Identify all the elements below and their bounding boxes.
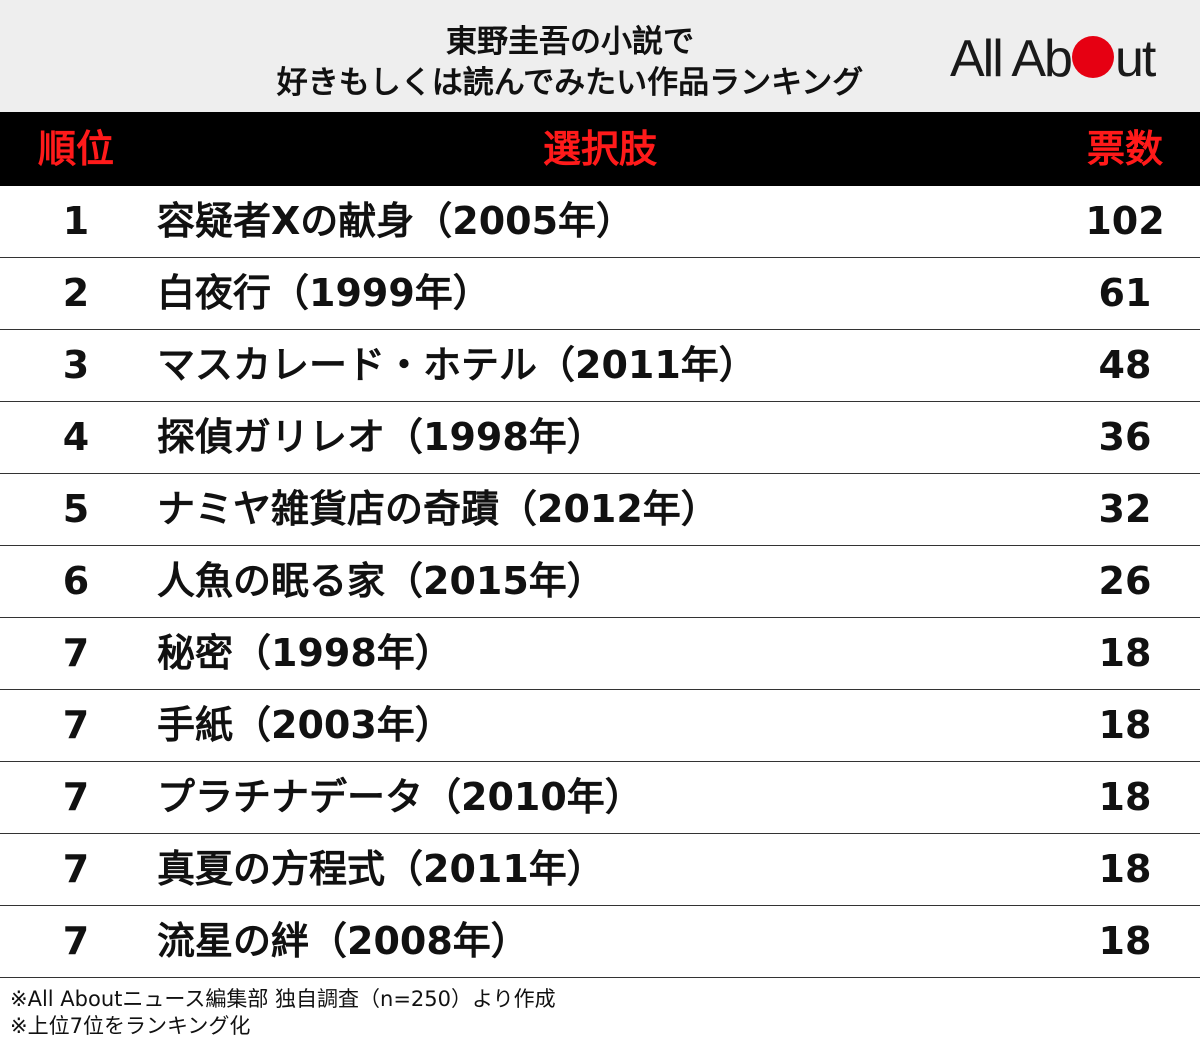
table-row: 7 秘密（1998年） 18 (0, 618, 1200, 690)
row-vote-count: 48 (1098, 343, 1152, 387)
row-vote-count: 18 (1098, 919, 1152, 963)
row-rank: 7 (62, 631, 90, 675)
row-choice-label: ナミヤ雑貨店の奇蹟（2012年） (157, 487, 719, 531)
row-rank: 7 (62, 703, 90, 747)
table-row: 3 マスカレード・ホテル（2011年） 48 (0, 330, 1200, 402)
row-choice-label: マスカレード・ホテル（2011年） (157, 343, 757, 387)
row-choice-label: 人魚の眠る家（2015年） (157, 559, 605, 603)
row-vote-count: 36 (1098, 415, 1152, 459)
row-rank: 5 (62, 487, 90, 531)
row-rank: 2 (62, 271, 90, 315)
table-row: 7 手紙（2003年） 18 (0, 690, 1200, 762)
column-header-row: 順位 選択肢 票数 (0, 112, 1200, 186)
header: 東野圭吾の小説で 好きもしくは読んでみたい作品ランキング All Ab ut (0, 0, 1200, 112)
row-vote-count: 61 (1098, 271, 1152, 315)
row-rank: 7 (62, 847, 90, 891)
row-vote-count: 18 (1098, 703, 1152, 747)
footnote-ranking: ※上位7位をランキング化 (10, 1014, 251, 1038)
row-vote-count: 102 (1085, 199, 1165, 243)
row-choice-label: 流星の絆（2008年） (157, 919, 529, 963)
title-line-1: 東野圭吾の小説で (446, 24, 694, 60)
title-line-2: 好きもしくは読んでみたい作品ランキング (276, 65, 864, 101)
row-choice-label: 探偵ガリレオ（1998年） (157, 415, 605, 459)
table-row: 2 白夜行（1999年） 61 (0, 258, 1200, 330)
row-choice-label: 真夏の方程式（2011年） (157, 847, 605, 891)
row-rank: 4 (62, 415, 90, 459)
row-choice-label: 容疑者Xの献身（2005年） (157, 199, 635, 243)
table-row: 7 プラチナデータ（2010年） 18 (0, 762, 1200, 834)
table-row: 4 探偵ガリレオ（1998年） 36 (0, 402, 1200, 474)
ranking-table-body: 1 容疑者Xの献身（2005年） 102 2 白夜行（1999年） 61 3 マスカレード・ホ… (0, 186, 1200, 978)
chart-title: 東野圭吾の小説で 好きもしくは読んでみたい作品ランキング (180, 22, 960, 104)
row-vote-count: 32 (1098, 487, 1152, 531)
column-header-choice: 選択肢 (542, 127, 657, 171)
column-header-votes: 票数 (1086, 127, 1163, 171)
footnotes: ※All Aboutニュース編集部 独自調査（n=250）より作成 ※上位7位を… (10, 986, 556, 1040)
table-row: 1 容疑者Xの献身（2005年） 102 (0, 186, 1200, 258)
row-choice-label: 白夜行（1999年） (157, 271, 491, 315)
row-rank: 6 (62, 559, 90, 603)
row-rank: 7 (62, 775, 90, 819)
row-choice-label: 秘密（1998年） (157, 631, 453, 675)
footnote-source: ※All Aboutニュース編集部 独自調査（n=250）より作成 (10, 987, 556, 1011)
row-vote-count: 26 (1098, 559, 1152, 603)
allabout-logo: All Ab ut (950, 28, 1170, 90)
logo-text-start: All Ab (950, 30, 1073, 88)
row-rank: 7 (62, 919, 90, 963)
table-row: 7 真夏の方程式（2011年） 18 (0, 834, 1200, 906)
logo-red-dot (1071, 36, 1114, 78)
column-header-rank: 順位 (37, 127, 114, 171)
table-row: 7 流星の絆（2008年） 18 (0, 906, 1200, 978)
row-choice-label: プラチナデータ（2010年） (157, 775, 643, 819)
logo-text-end: ut (1114, 30, 1156, 88)
table-row: 5 ナミヤ雑貨店の奇蹟（2012年） 32 (0, 474, 1200, 546)
row-vote-count: 18 (1098, 847, 1152, 891)
table-row: 6 人魚の眠る家（2015年） 26 (0, 546, 1200, 618)
row-vote-count: 18 (1098, 631, 1152, 675)
row-rank: 3 (62, 343, 90, 387)
row-choice-label: 手紙（2003年） (157, 703, 453, 747)
row-vote-count: 18 (1098, 775, 1152, 819)
row-rank: 1 (62, 199, 90, 243)
